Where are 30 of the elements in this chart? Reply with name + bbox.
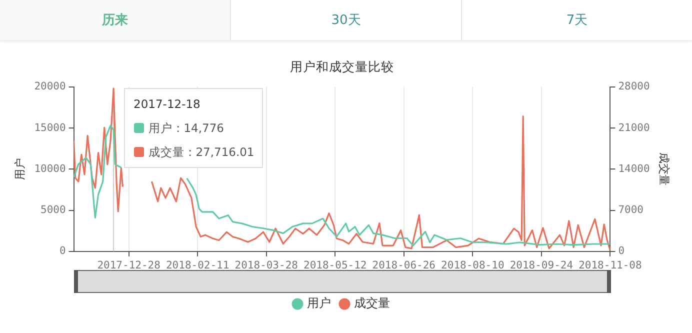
y2-axis-title: 成交量 — [657, 152, 670, 186]
text: 7天 — [461, 0, 692, 40]
chart-title: 用户和成交量比较 — [290, 58, 394, 74]
x-tick-label: 2018-09-24 — [510, 259, 574, 272]
y-tick-label: 20000 — [34, 80, 66, 93]
y2-tick-label: 21000 — [618, 122, 650, 134]
x-tick-label: 2018-08-10 — [441, 259, 504, 272]
y2-tick-label: 28000 — [618, 80, 650, 93]
x-tick-label: 2017-12-28 — [97, 259, 160, 272]
x-tick-label: 2018-11-08 — [578, 259, 642, 272]
legend-label: 用户 — [307, 296, 331, 310]
y-tick-label: 5000 — [40, 204, 66, 216]
y-tick-label: 10000 — [34, 162, 66, 175]
x-tick-label: 2018-03-28 — [234, 259, 298, 272]
x-tick-label: 2018-02-11 — [166, 259, 230, 272]
y2-tick-label: 7000 — [618, 204, 644, 216]
legend-label: 成交量 — [354, 296, 390, 310]
annotation: 2017-12-18 — [134, 97, 200, 111]
x-tick-label: 2018-06-26 — [372, 259, 436, 272]
y-tick-label: 0 — [59, 245, 66, 258]
annotation: 用户 : 14,776 — [148, 121, 224, 135]
tooltip-box: 2017-12-18 用户 : 14,776 成交量 : 27,716.01 — [124, 88, 264, 168]
text: 历来 — [0, 0, 230, 40]
y-axis-title: 用户 — [14, 158, 27, 180]
y2-tick-label: 0 — [618, 245, 625, 258]
y-tick-label: 15000 — [34, 122, 66, 134]
x-tick-label: 2018-05-12 — [304, 259, 367, 272]
text: 30天 — [230, 0, 461, 40]
annotation: 成交量 : 27,716.01 — [148, 145, 254, 159]
y2-tick-label: 14000 — [618, 162, 650, 175]
